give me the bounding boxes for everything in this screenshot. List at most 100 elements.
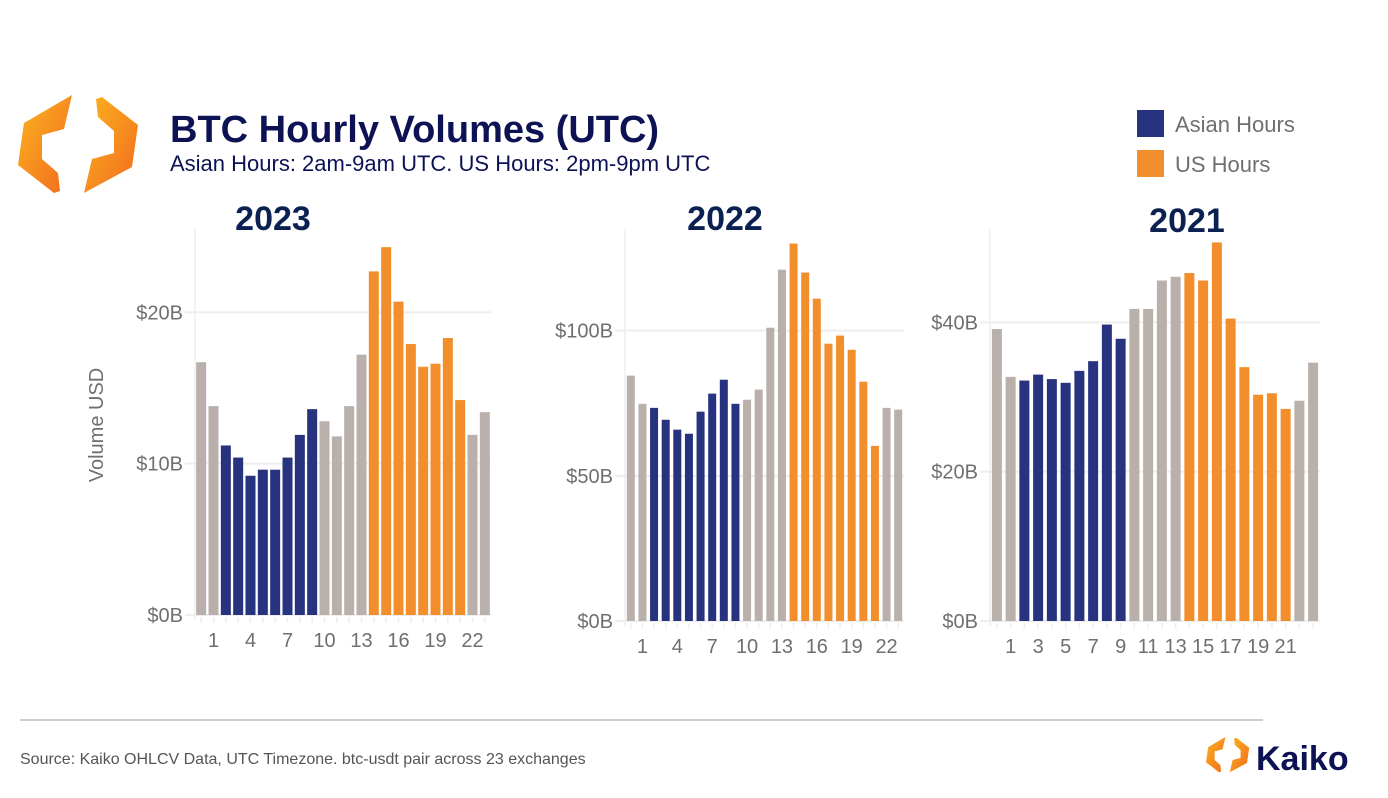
bar-hour-3	[1033, 374, 1044, 621]
bar-hour-20	[442, 337, 453, 615]
y-tick-label: $0B	[942, 611, 978, 633]
y-tick-label: $0B	[147, 605, 183, 627]
x-tick-label: 13	[350, 630, 372, 652]
bar-hour-15	[381, 247, 392, 615]
legend-swatch-asian	[1137, 110, 1164, 137]
bar-hour-17	[824, 343, 833, 621]
y-tick-label: $10B	[136, 454, 183, 476]
bar-hour-0	[196, 362, 207, 615]
x-tick-label: 7	[1088, 636, 1099, 658]
bar-hour-17	[1225, 318, 1236, 621]
bar-hour-14	[1184, 273, 1195, 621]
bar-hour-8	[294, 434, 305, 615]
kaiko-logo-icon	[18, 95, 138, 193]
bar-hour-5	[257, 469, 268, 615]
bar-hour-18	[836, 335, 845, 621]
x-tick-label: 21	[1275, 636, 1297, 658]
x-tick-label: 1	[208, 630, 219, 652]
x-tick-label: 13	[1165, 636, 1187, 658]
bar-hour-11	[754, 389, 763, 621]
x-tick-label: 7	[707, 636, 718, 658]
source-note: Source: Kaiko OHLCV Data, UTC Timezone. …	[20, 751, 586, 768]
bar-hour-19	[430, 363, 441, 615]
bar-hour-20	[859, 381, 868, 621]
bar-hour-19	[847, 349, 856, 621]
bar-hour-10	[319, 421, 330, 615]
bar-hour-21	[870, 445, 879, 621]
bar-hour-6	[270, 469, 281, 615]
bar-hour-5	[684, 433, 693, 621]
x-tick-label: 7	[282, 630, 293, 652]
bar-hour-23	[479, 412, 490, 615]
kaiko-brand-logo-icon	[1206, 737, 1250, 773]
bar-hour-5	[1060, 382, 1071, 621]
panel-2022: 2022 $0B $50B $100B 1 4 7 10 13 16 19 22	[555, 200, 904, 658]
bar-hour-16	[812, 298, 821, 621]
y-tick-label: $100B	[555, 321, 613, 343]
bar-hour-3	[233, 457, 244, 615]
x-tick-label: 22	[875, 636, 897, 658]
bar-hour-22	[882, 407, 891, 621]
bar-hour-23	[894, 409, 903, 621]
bar-hour-7	[1088, 361, 1099, 621]
bar-hour-1	[1005, 376, 1016, 621]
bar-hour-7	[708, 393, 717, 621]
x-tick-label: 10	[313, 630, 335, 652]
bar-hour-13	[777, 269, 786, 621]
y-tick-label: $20B	[931, 462, 978, 484]
bar-hour-8	[1101, 324, 1112, 621]
bar-hour-0	[991, 329, 1002, 621]
bar-hour-22	[1294, 400, 1305, 621]
x-tick-label: 9	[1115, 636, 1126, 658]
bar-hour-21	[455, 400, 466, 615]
bar-hour-12	[344, 406, 355, 615]
panel-title: 2022	[687, 200, 763, 238]
y-tick-label: $0B	[577, 611, 613, 633]
bar-hour-18	[1239, 367, 1250, 621]
bar-hour-4	[245, 475, 256, 615]
bar-hour-7	[282, 457, 293, 615]
legend: Asian Hours US Hours	[1137, 110, 1295, 177]
y-axis-label: Volume USD	[86, 368, 108, 483]
panel-title: 2023	[235, 200, 311, 238]
bar-hour-11	[1143, 308, 1154, 621]
bar-hour-10	[743, 399, 752, 621]
bar-hour-13	[1170, 276, 1181, 621]
bar-hour-9	[307, 409, 318, 615]
bar-hour-2	[650, 407, 659, 621]
x-tick-label: 16	[806, 636, 828, 658]
x-tick-label: 4	[245, 630, 256, 652]
bar-hour-14	[368, 271, 379, 615]
bar-hour-2	[220, 445, 231, 615]
bar-hour-11	[331, 436, 342, 615]
x-tick-label: 19	[424, 630, 446, 652]
bar-hour-20	[1266, 393, 1277, 621]
x-tick-label: 1	[1005, 636, 1016, 658]
bar-hour-6	[1074, 370, 1085, 621]
panel-title: 2021	[1149, 202, 1225, 240]
bar-hour-17	[405, 344, 416, 615]
chart-subtitle: Asian Hours: 2am-9am UTC. US Hours: 2pm-…	[170, 151, 710, 176]
bar-hour-0	[626, 375, 635, 621]
bar-hour-9	[1115, 338, 1126, 621]
bar-hour-4	[673, 429, 682, 621]
bar-hour-19	[1253, 394, 1264, 621]
bar-hour-3	[661, 419, 670, 621]
bar-hour-23	[1308, 362, 1319, 621]
bar-hour-15	[801, 272, 810, 621]
bar-hour-15	[1198, 280, 1209, 621]
bar-hour-1	[638, 403, 647, 621]
bar-hour-14	[789, 243, 798, 621]
x-tick-label: 1	[637, 636, 648, 658]
y-tick-label: $50B	[566, 466, 613, 488]
bar-hour-2	[1019, 380, 1030, 621]
y-tick-label: $20B	[136, 302, 183, 324]
x-tick-label: 5	[1060, 636, 1071, 658]
bar-hour-6	[696, 411, 705, 621]
x-tick-label: 17	[1220, 636, 1242, 658]
bar-hour-21	[1280, 408, 1291, 621]
x-tick-label: 13	[771, 636, 793, 658]
bar-hour-1	[208, 406, 219, 615]
